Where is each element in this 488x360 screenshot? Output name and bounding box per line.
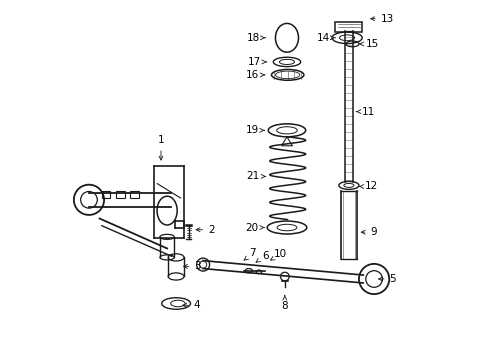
Text: 5: 5 [378, 274, 395, 284]
Text: 17: 17 [247, 57, 266, 67]
Bar [130, 191, 139, 198]
Bar [335, 22, 362, 32]
Text: 4: 4 [183, 300, 200, 310]
Text: 18: 18 [246, 33, 265, 43]
Bar [102, 191, 110, 198]
Text: 16: 16 [245, 70, 264, 80]
Text: 1: 1 [157, 135, 164, 160]
Text: 13: 13 [370, 14, 393, 24]
Text: 21: 21 [246, 171, 265, 181]
Text: 20: 20 [244, 222, 264, 233]
Text: 12: 12 [358, 181, 377, 192]
Text: 7: 7 [244, 248, 256, 260]
Text: 19: 19 [245, 125, 264, 135]
Text: 15: 15 [359, 39, 379, 49]
Text: 2: 2 [196, 225, 214, 235]
Bar [116, 191, 124, 198]
Text: 8: 8 [281, 296, 287, 311]
Text: 9: 9 [361, 227, 376, 237]
Text: 11: 11 [356, 107, 375, 117]
Text: 3: 3 [183, 261, 201, 271]
Text: 10: 10 [270, 249, 286, 260]
Text: 14: 14 [316, 33, 334, 43]
Text: 6: 6 [256, 251, 268, 262]
